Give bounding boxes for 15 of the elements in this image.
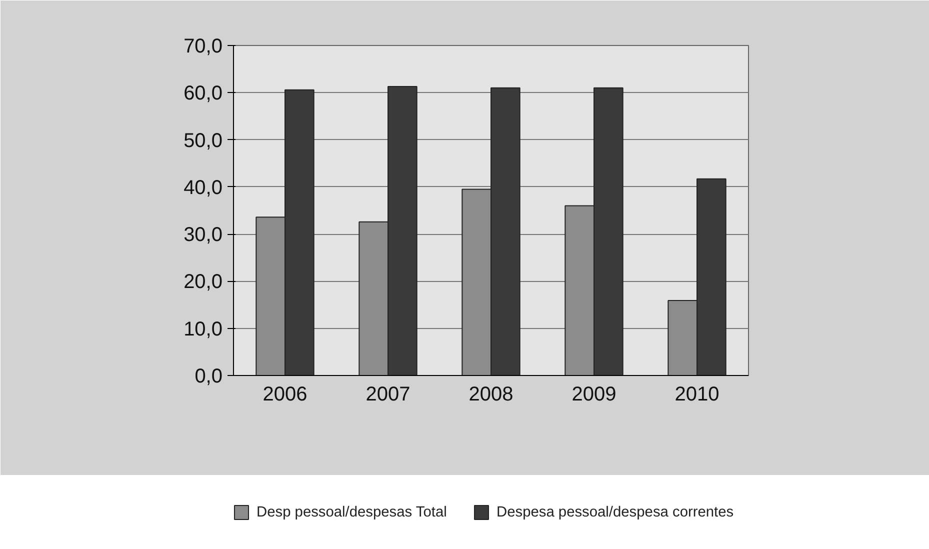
y-tick-label: 20,0 [184,271,223,294]
y-tick-label: 30,0 [184,224,223,246]
x-tick-label: 2010 [674,384,720,406]
legend-label: Desp pessoal/despesas Total [256,504,447,520]
x-tick-label: 2007 [366,384,410,406]
y-tick-label: 0,0 [194,366,223,388]
y-tick-label: 60,0 [184,82,223,105]
legend-label: Despesa pessoal/despesa correntes [496,504,734,520]
y-tick-label: 50,0 [184,130,223,152]
y-tick-label: 70,0 [184,36,223,58]
y-tick-label: 40,0 [184,176,223,199]
x-tick-label: 2009 [572,384,616,406]
x-tick-label: 2006 [262,384,308,406]
x-tick-label: 2008 [468,384,514,406]
y-tick-label: 10,0 [184,318,223,340]
